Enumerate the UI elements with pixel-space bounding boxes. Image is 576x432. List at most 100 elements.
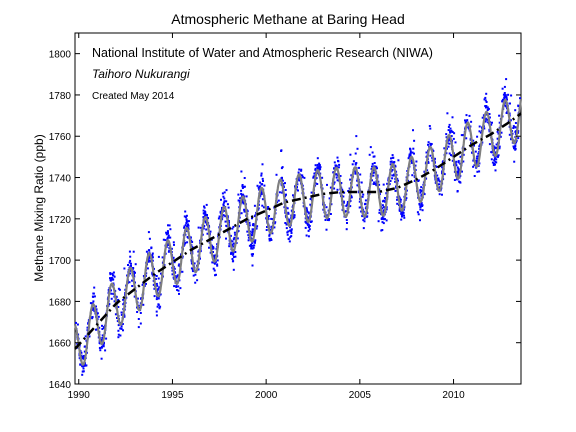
data-point [287, 219, 290, 222]
data-point [191, 241, 194, 243]
data-point [285, 193, 287, 196]
data-point [177, 264, 180, 267]
data-point [359, 173, 362, 176]
data-point [308, 228, 311, 231]
data-point [251, 254, 254, 257]
data-point [382, 183, 385, 186]
data-point [319, 168, 322, 171]
data-point [172, 241, 175, 244]
data-point [81, 356, 84, 359]
data-point [202, 216, 205, 219]
data-point [478, 170, 481, 173]
data-point [183, 243, 186, 246]
plot-area: 1990 1995 2000 2005 2010 1640 1660 1680 1700 1720… [49, 32, 523, 401]
data-point [245, 220, 248, 223]
data-point [509, 102, 511, 105]
data-point [475, 161, 478, 164]
data-point [395, 185, 397, 188]
data-point [409, 153, 412, 156]
data-point [381, 221, 384, 224]
data-point [250, 253, 253, 256]
data-point [338, 163, 341, 166]
data-point [277, 199, 280, 202]
data-point [458, 169, 461, 171]
data-point [307, 229, 310, 232]
data-point [194, 273, 197, 276]
data-point [342, 200, 345, 203]
data-point [378, 183, 381, 186]
data-point [240, 192, 243, 195]
data-point [241, 185, 244, 188]
data-point [171, 269, 174, 272]
data-point [260, 174, 263, 177]
data-point [307, 211, 310, 214]
data-point [234, 233, 237, 236]
data-point [383, 218, 386, 220]
data-point [223, 201, 226, 204]
data-point [233, 236, 236, 239]
data-point [154, 278, 157, 280]
data-point [130, 264, 132, 267]
data-point [206, 232, 209, 235]
data-point [318, 162, 321, 165]
data-point [102, 345, 105, 348]
data-point [145, 250, 148, 253]
data-point [363, 217, 366, 220]
data-point [377, 220, 380, 223]
data-point [495, 161, 498, 164]
data-point [184, 224, 187, 227]
data-point [220, 198, 222, 201]
data-point [300, 168, 303, 171]
data-point [147, 260, 150, 263]
data-point [222, 195, 225, 198]
data-point [335, 173, 338, 176]
data-point [261, 198, 264, 201]
data-point [314, 164, 317, 167]
data-point [426, 169, 429, 172]
data-point [418, 202, 421, 205]
data-point [419, 188, 422, 191]
data-point [305, 234, 308, 237]
data-point [251, 230, 254, 233]
data-point [171, 273, 174, 276]
data-point [506, 98, 508, 101]
data-point [475, 160, 478, 162]
data-point [119, 327, 122, 330]
data-point [503, 98, 506, 101]
data-point [362, 193, 365, 196]
data-point [121, 323, 124, 325]
data-point [169, 236, 172, 239]
data-point [402, 211, 405, 214]
data-point [429, 142, 432, 145]
data-point [290, 235, 293, 238]
data-point [169, 228, 172, 231]
data-point [145, 282, 147, 285]
data-point [250, 243, 252, 246]
data-point [472, 159, 475, 162]
data-point [389, 180, 392, 182]
data-point [334, 164, 337, 167]
data-point [197, 250, 200, 253]
data-point [460, 134, 463, 137]
data-point [488, 143, 491, 146]
data-point [297, 178, 300, 181]
data-point [176, 289, 179, 291]
data-point [427, 143, 429, 146]
data-point [165, 231, 168, 234]
axis-ticks: 1990 1995 2000 2005 2010 1640 1660 1680 1700 1720… [49, 33, 521, 401]
data-point [479, 131, 482, 134]
data-point [497, 154, 500, 157]
data-point [490, 123, 493, 126]
data-point [129, 272, 131, 275]
data-point [253, 215, 256, 218]
data-point [165, 233, 168, 236]
data-point [360, 210, 363, 213]
data-point [490, 158, 493, 161]
data-point [501, 100, 504, 103]
data-point [275, 173, 278, 176]
data-point [268, 233, 271, 236]
data-point [447, 126, 450, 128]
data-point [243, 177, 246, 179]
data-point [269, 238, 272, 241]
data-point [449, 131, 452, 134]
